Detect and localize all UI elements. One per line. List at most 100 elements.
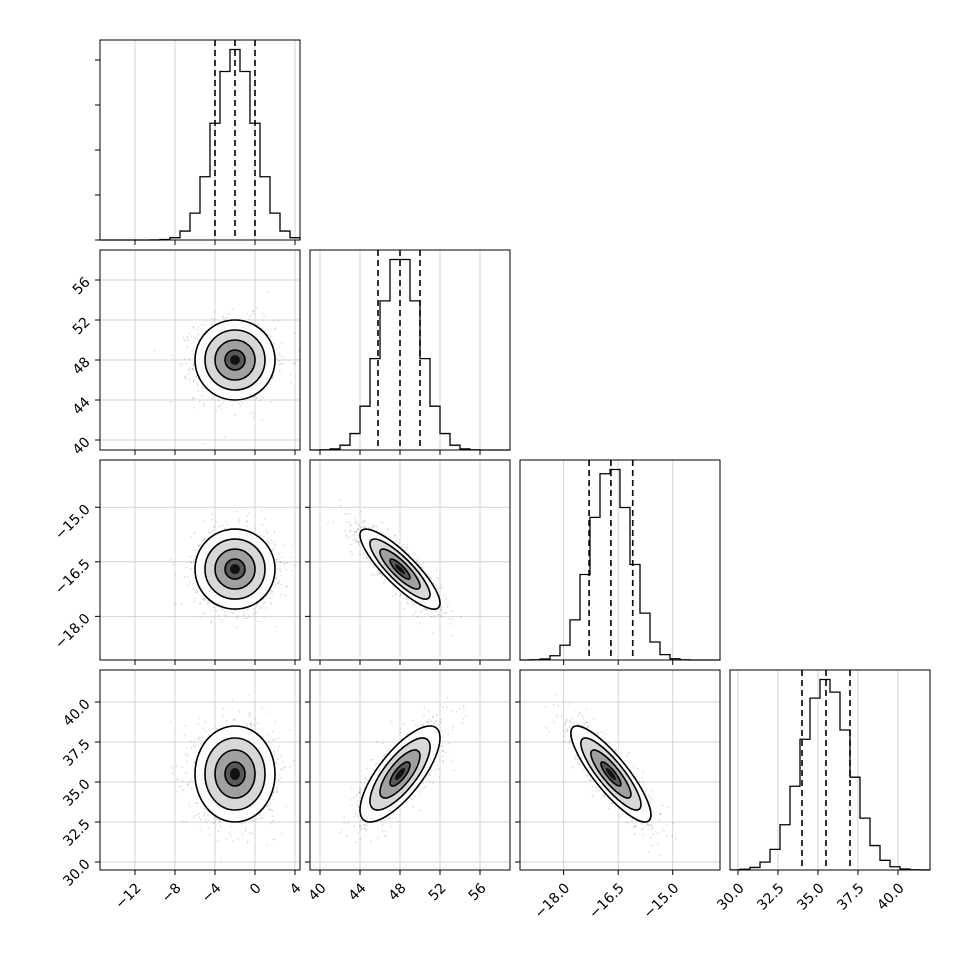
scatter-point — [262, 319, 265, 322]
scatter-point — [199, 602, 202, 605]
scatter-point — [190, 536, 193, 539]
scatter-point — [278, 369, 280, 372]
scatter-point — [175, 778, 178, 781]
scatter-point — [291, 569, 294, 572]
scatter-point — [447, 603, 449, 606]
scatter-point — [203, 808, 206, 810]
scatter-point — [199, 602, 201, 605]
scatter-point — [276, 758, 279, 760]
scatter-point — [437, 609, 439, 612]
scatter-point — [253, 608, 255, 610]
scatter-point — [186, 336, 189, 339]
scatter-point — [261, 419, 264, 421]
scatter-point — [186, 783, 189, 786]
scatter-point — [217, 405, 220, 408]
scatter-point — [436, 587, 439, 590]
scatter-point — [437, 613, 440, 616]
scatter-point — [259, 399, 262, 402]
scatter-point — [448, 617, 450, 620]
scatter-point — [437, 614, 439, 617]
scatter-point — [193, 326, 195, 329]
scatter-point — [248, 318, 251, 321]
scatter-point — [196, 328, 199, 331]
scatter-point — [217, 614, 220, 617]
scatter-point — [357, 523, 360, 526]
scatter-point — [212, 822, 215, 825]
scatter-point — [201, 540, 204, 543]
scatter-point — [268, 597, 271, 600]
scatter-point — [239, 405, 242, 408]
scatter-point — [265, 595, 268, 598]
scatter-point — [245, 841, 248, 844]
scatter-point — [212, 727, 215, 729]
scatter-point — [229, 611, 232, 614]
scatter-point — [246, 312, 249, 315]
scatter-point — [249, 723, 252, 725]
scatter-point — [406, 543, 409, 546]
scatter-point — [259, 534, 262, 537]
scatter-point — [444, 597, 447, 600]
scatter-point — [355, 519, 358, 522]
scatter-point — [283, 562, 286, 565]
scatter-point — [386, 528, 389, 531]
y-tick-label: −16.5 — [52, 556, 94, 598]
scatter-point — [217, 400, 220, 403]
scatter-point — [203, 739, 205, 741]
panel-border — [99, 459, 301, 661]
histogram-panel — [95, 39, 301, 245]
scatter-point — [275, 625, 278, 628]
scatter-point — [180, 602, 183, 605]
scatter-point — [350, 524, 353, 527]
contour-line — [389, 558, 411, 580]
scatter-point — [267, 290, 269, 293]
scatter-point — [202, 596, 205, 599]
scatter-point — [252, 416, 255, 419]
scatter-point — [266, 844, 268, 847]
scatter-point — [199, 617, 202, 619]
scatter-point — [252, 411, 255, 414]
scatter-point — [255, 397, 258, 400]
scatter-point — [399, 545, 402, 548]
scatter-point — [346, 536, 348, 538]
scatter-point — [202, 386, 204, 389]
scatter-point — [416, 559, 419, 561]
scatter-point — [398, 541, 401, 544]
scatter-point — [354, 530, 356, 533]
scatter-point — [413, 554, 416, 557]
scatter-point — [197, 717, 200, 720]
scatter-point — [422, 562, 425, 564]
scatter-point — [246, 515, 248, 518]
scatter-point — [183, 576, 186, 578]
scatter-point — [210, 620, 213, 623]
scatter-point — [355, 531, 358, 533]
scatter-point — [439, 614, 442, 617]
scatter-point — [226, 524, 229, 526]
scatter-point — [279, 593, 282, 596]
scatter-point — [249, 711, 252, 714]
scatter-point — [422, 608, 425, 611]
scatter-point — [281, 342, 283, 345]
scatter-point — [399, 594, 402, 597]
scatter-point — [183, 734, 186, 737]
scatter-point — [348, 530, 351, 533]
scatter-point — [255, 611, 257, 614]
scatter-point — [274, 327, 277, 330]
scatter-point — [278, 363, 281, 366]
scatter-point — [221, 608, 224, 611]
scatter-point — [358, 543, 360, 546]
scatter-point — [193, 817, 196, 820]
scatter-point — [272, 755, 275, 757]
scatter-point — [234, 414, 237, 416]
scatter-point — [260, 509, 263, 512]
scatter-point — [406, 601, 409, 604]
scatter-point — [191, 353, 193, 355]
scatter-point — [251, 833, 254, 835]
scatter-point — [193, 369, 196, 371]
scatter-point — [256, 818, 259, 821]
scatter-point — [268, 808, 271, 811]
scatter-point — [192, 367, 195, 370]
scatter-point — [228, 400, 231, 403]
scatter-point — [415, 560, 418, 562]
scatter-point — [394, 593, 397, 596]
scatter-point — [276, 576, 278, 579]
